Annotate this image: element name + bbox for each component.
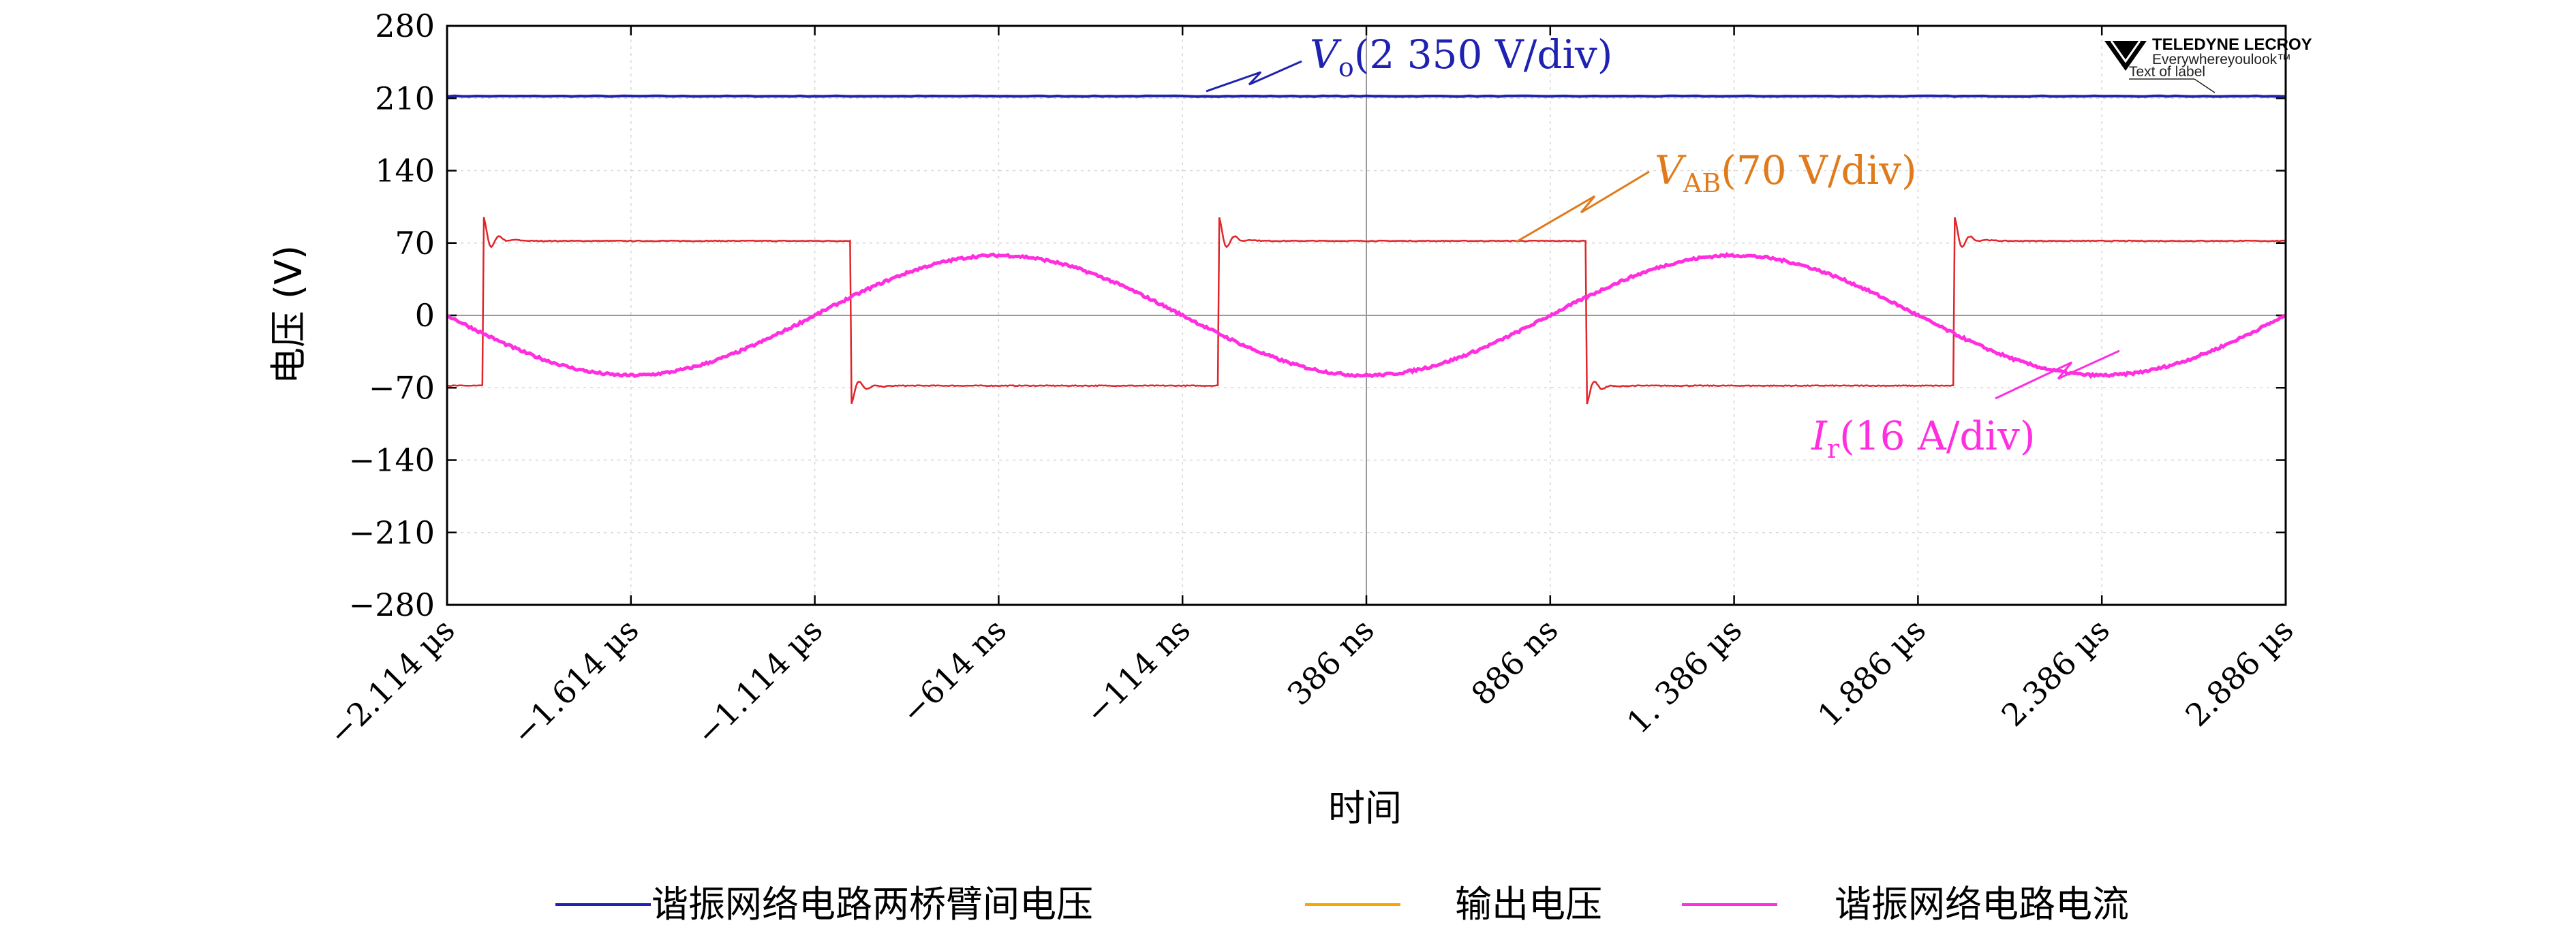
y-tick-label: −280 [349,586,435,623]
legend-label: 谐振网络电路两桥臂间电压 [651,883,1093,925]
y-tick-label: −210 [349,514,435,551]
logo-caption: Text of label [2129,64,2205,80]
grid [447,26,2286,605]
y-tick-label: 140 [375,153,435,189]
annotation-ir: Ir(16 A/div) [1811,349,2120,464]
legend: 谐振网络电路两桥臂间电压 输出电压 谐振网络电路电流 [555,883,2129,925]
x-tick-label: −2.114 µs [321,612,462,753]
series-line-vo [446,94,2286,98]
annotation-ir-leader [1995,349,2120,400]
x-tick-label: 2.886 µs [2178,612,2300,734]
y-tick-label: −70 [369,369,435,406]
logo-mark-icon [2104,40,2215,93]
legend-label: 输出电压 [1455,883,1602,925]
legend-label: 谐振网络电路电流 [1835,883,2129,925]
annotation-vo: Vo(2 350 V/div) [1206,31,1612,93]
x-axis-title: 时间 [1328,787,1402,830]
x-tick-label: 386 ns [1281,612,1381,712]
x-tick-label: 1. 386 µs [1620,612,1749,741]
y-tick-label: 0 [415,297,435,334]
y-tick-label: 280 [375,7,435,44]
plot-frame [446,25,2287,606]
teledyne-lecroy-logo: TELEDYNE LECROY Everywhereyoulook™ Text … [2104,35,2312,93]
logo-mark-shape [2104,41,2147,71]
x-tick-label: 2.386 µs [1995,612,2117,734]
x-tick-label: 886 ns [1464,612,1565,712]
y-tick-label: 210 [375,80,435,116]
annotation-vab-leader [1516,170,1650,243]
x-tick-label: −114 ns [1077,612,1197,732]
annotation-vab: VAB(70 V/div) [1516,147,1917,243]
y-axis-title: 电压 (V) [267,245,310,384]
logo-slogan: Everywhereyoulook™ [2152,52,2291,67]
series-line-vab [446,217,2286,405]
y-tick-label: 70 [395,225,435,262]
series-layer [446,94,2287,405]
x-tick-label: −614 ns [894,612,1014,732]
x-tick-label: −1.614 µs [505,612,646,753]
annotation-ir-text: Ir(16 A/div) [1811,413,2035,464]
x-tick-label: 1.886 µs [1811,612,1933,734]
y-tick-label: −140 [349,442,435,479]
logo-mark-shape [2110,40,2141,63]
series-line-ir [446,251,2287,379]
annotation-vab-text: VAB(70 V/div) [1655,147,1917,198]
x-tick-label: −1.114 µs [689,612,830,753]
y-axis-ticks: 280 210 140 70 0 −70 −140 −210 −280 [349,7,2286,623]
x-axis-ticks: −2.114 µs −1.614 µs −1.114 µs −614 ns −114 n… [321,26,2301,752]
logo-brand: TELEDYNE LECROY [2152,35,2312,54]
annotation-vo-leader [1206,60,1302,93]
annotation-vo-text: Vo(2 350 V/div) [1310,31,1612,82]
logo-caption-leader [2194,78,2215,93]
